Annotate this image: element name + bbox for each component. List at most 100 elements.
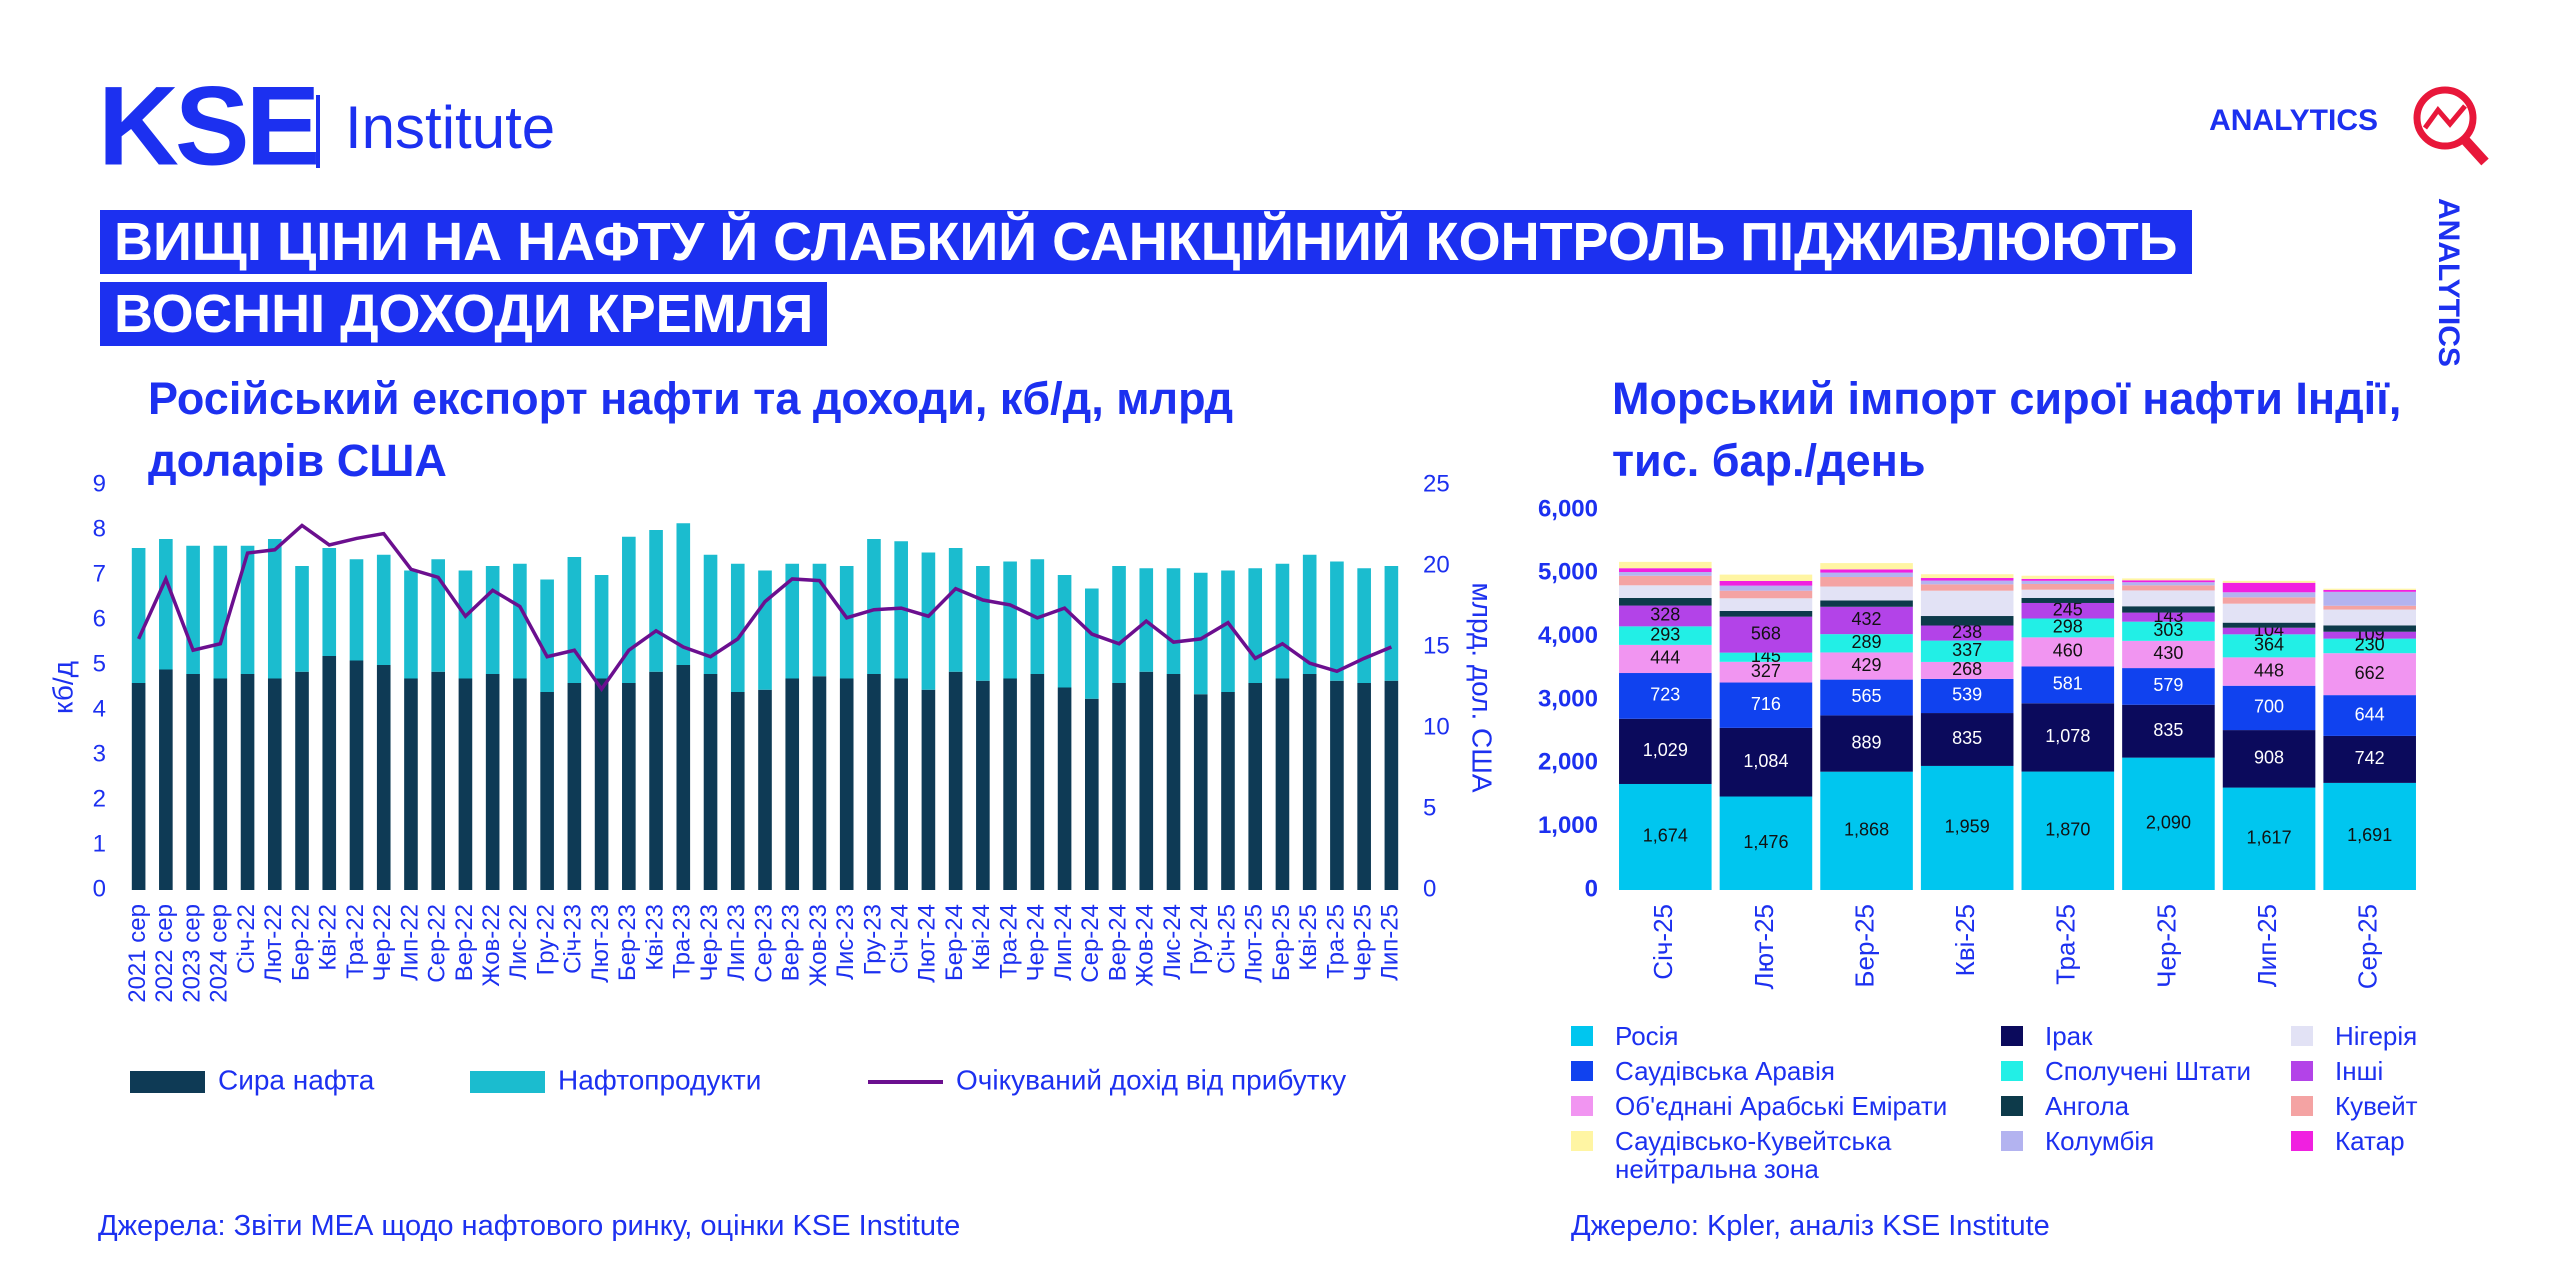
bar-segment [1920,584,2014,591]
source: Джерело: Kpler, аналіз KSE Institute [1571,1210,2050,1242]
bar-segment [1275,678,1290,890]
data-label: 1,674 [1643,826,1688,846]
bar-segment [376,554,391,665]
bar-segment [1719,580,1813,586]
bar-segment [1820,586,1913,601]
bar-segment [1920,580,2014,585]
bar-segment [1193,572,1208,695]
x-tick-label: Лют-23 [587,904,614,983]
bar-segment [2021,666,2115,704]
x-tick-label: Сер-24 [1077,904,1104,983]
legend-label: Ангола [2045,1091,2130,1121]
bar-segment [1085,698,1099,890]
x-tick-label: Січ-23 [560,904,587,974]
bar-segment [213,678,228,890]
data-label: 364 [2254,635,2284,655]
legend-label: Катар [2335,1126,2405,1156]
logo-institute: Institute [345,94,555,161]
data-label: 268 [1952,659,1982,679]
x-tick-label: Лис-22 [505,904,532,980]
bar-segment [1820,577,1913,587]
legend-label: Очікуваний дохід від прибутку [956,1064,1346,1095]
bar-segment [1719,616,1813,653]
x-tick-label: Січ-25 [1213,904,1240,974]
bar-segment [2323,588,2416,590]
bar-segment [2122,590,2215,607]
bar-segment [458,570,473,679]
bar-segment [2021,578,2115,581]
bar-segment [1330,561,1344,681]
bar-segment [349,559,364,661]
x-tick-label: Лют-25 [1749,904,1779,989]
bar-segment [513,678,527,890]
data-label: 1,691 [2347,825,2392,845]
legend-item: Нігерія [2291,1021,2560,1051]
bar-segment [2122,621,2215,641]
data-label: 432 [1852,609,1882,629]
legend-item: Сполучені Штати [2001,1057,2285,1085]
y-tick-label: 1,000 [1538,812,1598,839]
data-label: 908 [2254,748,2284,768]
x-tick-label: Тра-25 [2051,904,2081,985]
bar-segment [1920,590,2014,617]
bar-segment [1820,600,1913,607]
data-label: 328 [1650,605,1680,625]
bar-segment [1920,678,2014,714]
bar-segment [2021,589,2115,598]
x-tick-label: Бер-22 [287,904,314,981]
x-tick-label: Кві-22 [315,904,342,971]
x-tick-label: Жов-24 [1132,904,1159,987]
data-label: 662 [2355,663,2385,683]
bar-segment [431,671,445,890]
bar-segment [1820,569,1913,573]
x-tick-label: Тра-24 [995,904,1022,979]
bar-segment [594,575,609,679]
bar-segment [295,566,309,672]
data-label: 460 [2053,641,2083,661]
y2-tick-label: 0 [1423,875,1436,902]
bar-segment [785,678,800,890]
bar-segment [839,678,854,890]
x-tick-label: Вер-22 [451,904,478,981]
x-tick-label: Кві-25 [1950,904,1980,976]
bar-segment [1619,626,1712,645]
x-tick-label: Жов-23 [805,904,832,987]
data-label: 716 [1751,694,1781,714]
bar-segment [1248,683,1263,890]
bar-segment [2323,605,2416,610]
bar-segment [1719,682,1813,728]
bar-segment [1719,574,1813,581]
y2-tick-label: 15 [1423,632,1450,659]
y-tick-label: 0 [1585,875,1598,902]
data-label: 1,476 [1743,832,1788,852]
bar-segment [2222,592,2316,598]
legend-swatch [2291,1096,2313,1116]
bar-segment [839,566,854,679]
bar-segment [2323,609,2416,626]
x-tick-label: Кві-25 [1295,904,1322,971]
bar-segment [2222,597,2316,604]
bar-segment [1920,713,2014,766]
legend-item: Колумбія [2001,1127,2285,1155]
legend-label: Кувейт [2335,1091,2418,1121]
legend-swatch [1571,1061,1593,1081]
bar-segment [2222,627,2316,635]
legend-label: Росія [1615,1021,1679,1051]
data-label: 700 [2254,697,2284,717]
y2-tick-label: 25 [1423,470,1450,497]
brand-vertical: ANALYTICS [2432,198,2465,367]
bar-segment [1619,605,1712,627]
legend-swatch [2001,1026,2023,1046]
bar-segment [131,548,146,683]
legend-swatch [2001,1131,2023,1151]
bar-segment [1112,683,1126,890]
bar-segment [2323,591,2416,606]
legend-label: Нігерія [2335,1021,2418,1051]
y-tick-label: 6,000 [1538,495,1598,522]
x-tick-label: Тра-25 [1322,904,1349,979]
bar-segment [404,570,418,679]
legend-item: Інші [2291,1057,2560,1085]
x-tick-label: Січ-22 [233,904,260,974]
bar-segment [2323,653,2416,696]
